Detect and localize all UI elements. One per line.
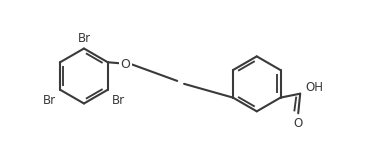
Text: Br: Br [112,94,125,107]
Text: O: O [121,58,130,71]
Text: O: O [294,117,303,130]
Text: OH: OH [305,81,323,94]
Text: Br: Br [43,94,56,107]
Text: Br: Br [77,32,90,45]
